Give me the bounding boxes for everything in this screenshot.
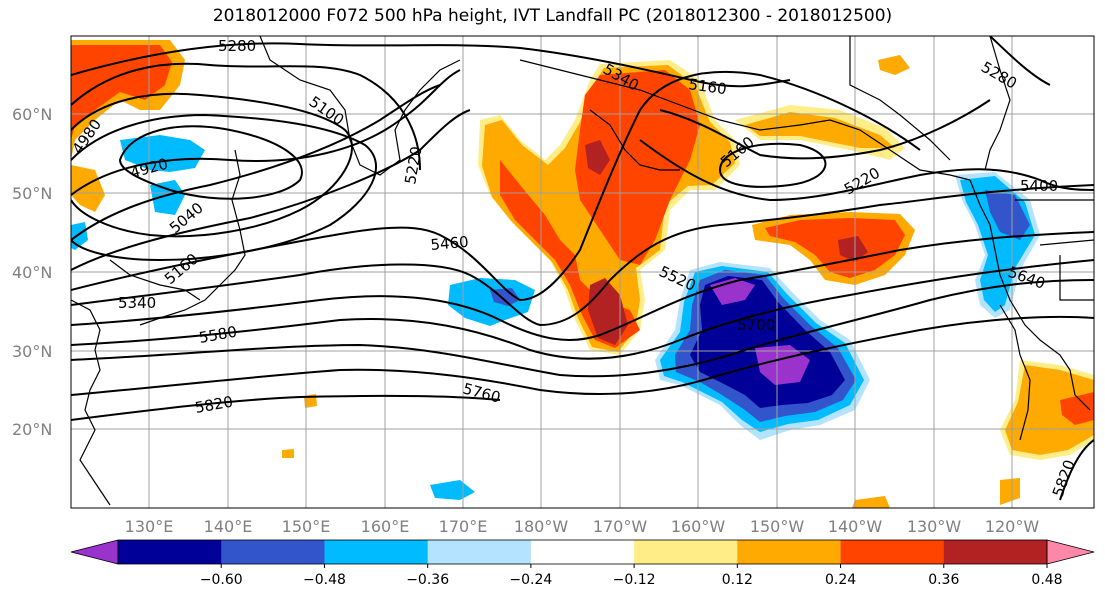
colorbar-swatch [324,540,429,564]
map-title: 2018012000 F072 500 hPa height, IVT Land… [212,6,893,26]
lat-label: 50°N [12,184,52,203]
colorbar-outline [117,539,1048,565]
lat-label: 60°N [12,105,52,124]
colorbar-tick-label: 0.24 [825,572,856,588]
colorbar-swatch [840,540,945,564]
lon-label: 170°E [439,517,488,536]
colorbar-extend-high [1046,539,1095,565]
height-contours [71,36,1094,501]
negative-ivt-shading [71,135,1040,500]
colorbar-swatch [427,540,532,564]
lon-label: 130°E [125,517,174,536]
longitude-labels: 130°E 140°E 150°E 160°E 170°E 180°W 170°… [125,517,1040,536]
colorbar-swatch [943,540,1048,564]
lon-label: 170°W [593,517,648,536]
contour-label: 5700 [737,316,775,334]
lat-label: 40°N [12,263,52,282]
lat-label: 20°N [12,420,52,439]
colorbar-tick-label: 0.48 [1031,572,1062,588]
map-plot-area [71,36,1094,508]
map-frame [70,35,1095,509]
lon-label: 160°W [671,517,726,536]
contour-label: 5160 [687,75,727,98]
graticule [71,36,1094,508]
colorbar-swatch [530,540,635,564]
colorbar-swatch [634,540,738,564]
colorbar-tick-label: −0.36 [406,572,449,588]
contour-label: 5460 [430,233,470,254]
colorbar-tick-label: −0.48 [303,572,346,588]
contour-label: 5400 [1020,177,1058,195]
lon-label: 130°W [907,517,962,536]
colorbar-tick-label: −0.60 [200,572,243,588]
lon-label: 160°E [361,517,410,536]
colorbar-tick-label: −0.24 [509,572,552,588]
lon-label: 180°W [514,517,569,536]
colorbar-swatch [737,540,842,564]
colorbar-tick-label: −0.12 [613,572,656,588]
lon-label: 150°W [750,517,805,536]
coastlines [71,36,1094,506]
lon-label: 140°E [204,517,253,536]
colorbar: −0.60 −0.48 −0.36 −0.24 −0.12 0.12 0.24 0.36 0.4… [70,539,1095,588]
contour-label: 5280 [218,37,256,55]
colorbar-swatch [118,540,222,564]
contour-label: 5340 [118,294,156,312]
positive-ivt-shading [71,40,1094,508]
colorbar-swatch [221,540,325,564]
colorbar-tick-label: 0.36 [928,572,959,588]
lon-label: 140°W [828,517,883,536]
colorbar-extend-low [70,539,119,565]
latitude-labels: 60°N 50°N 40°N 30°N 20°N [12,105,52,439]
lat-label: 30°N [12,342,52,361]
lon-label: 150°E [282,517,331,536]
colorbar-tick-label: 0.12 [722,572,753,588]
lon-label: 120°W [985,517,1040,536]
